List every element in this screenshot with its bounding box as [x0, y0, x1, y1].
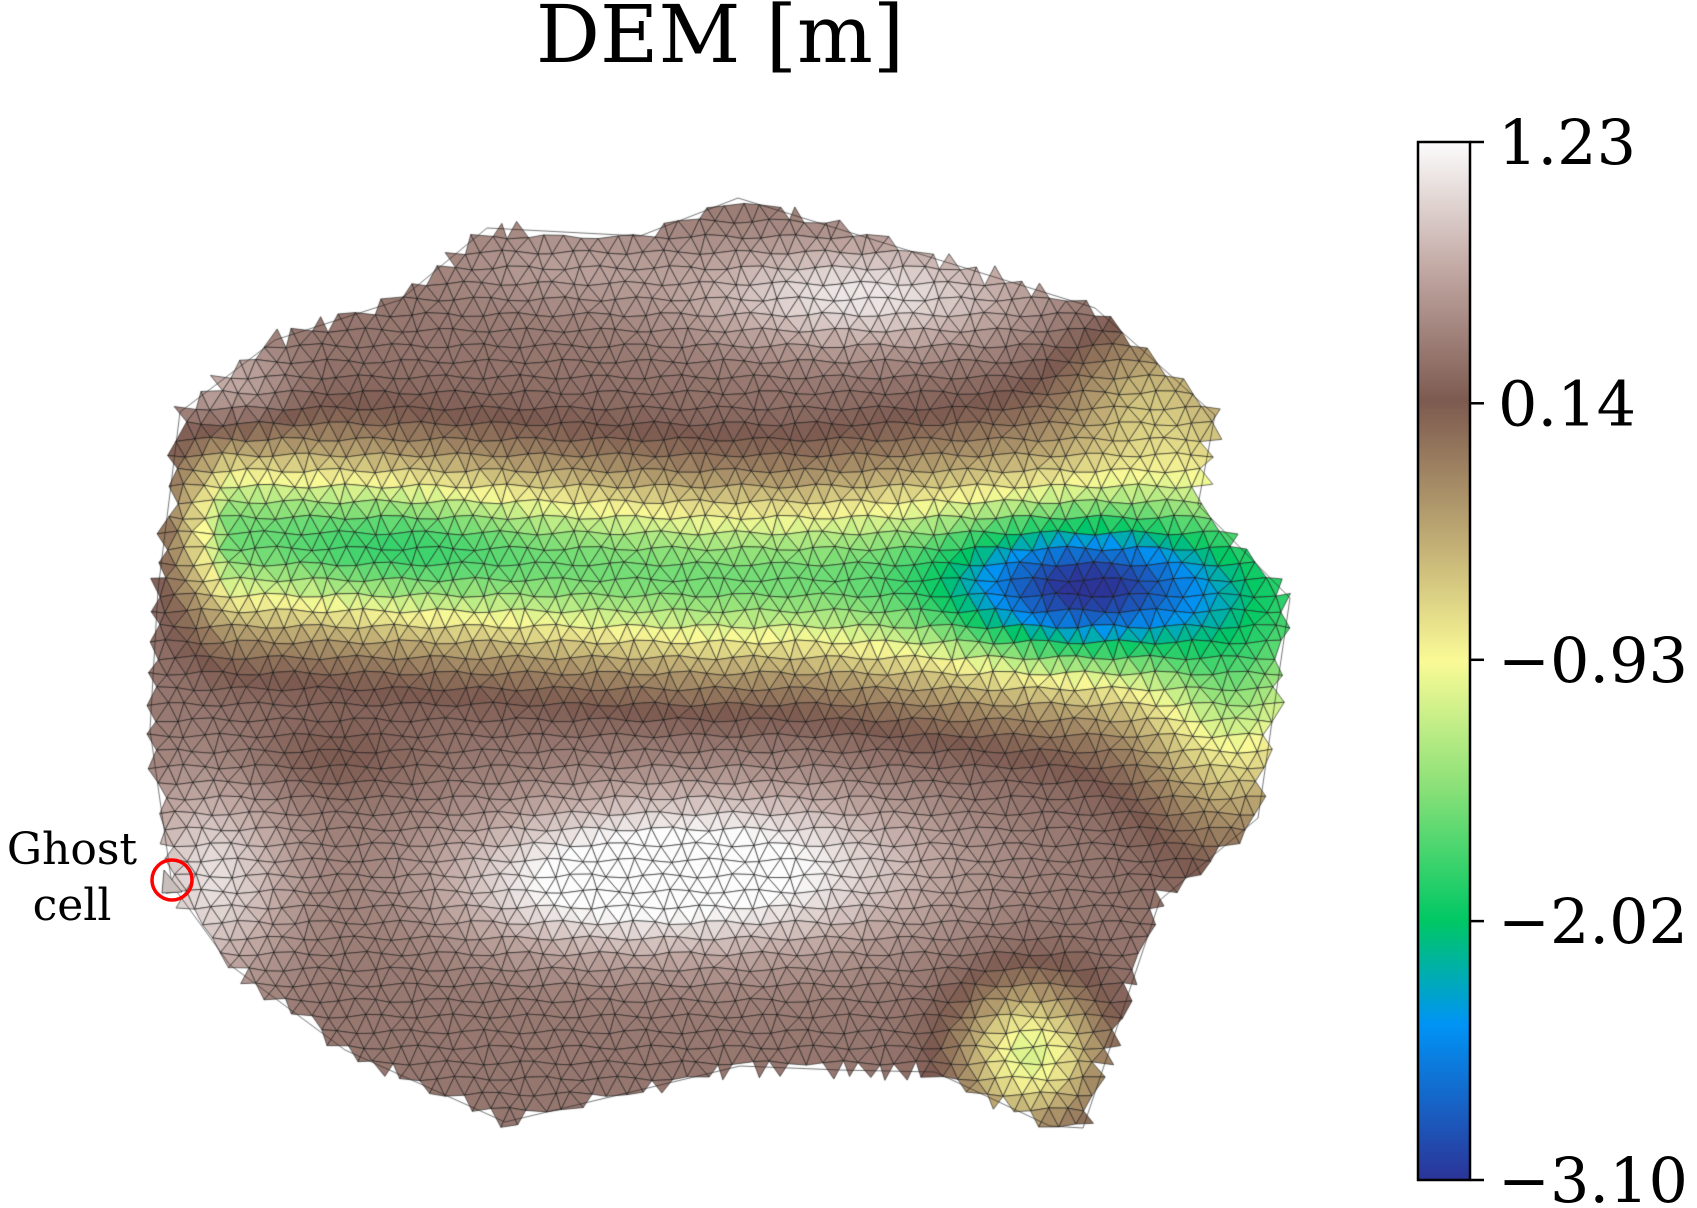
colorbar-tick-label: −2.02 — [1498, 885, 1688, 958]
chart-title: DEM [m] — [536, 0, 904, 81]
colorbar-tick-label: 1.23 — [1498, 106, 1636, 179]
ghost-cell-label-line2: cell — [33, 880, 112, 931]
ghost-cell-annotation: Ghost cell — [7, 824, 194, 931]
colorbar-tick-label: −3.10 — [1498, 1144, 1688, 1208]
ghost-cell-label-line1: Ghost — [7, 824, 138, 875]
ghost-cell-marker — [150, 858, 194, 902]
colorbar-tick-label: 0.14 — [1498, 367, 1636, 440]
colorbar-tick-label: −0.93 — [1498, 624, 1688, 697]
colorbar-ticks: 1.23 0.14 −0.93 −2.02 −3.10 — [1470, 106, 1688, 1208]
colorbar-gradient — [1416, 140, 1472, 1182]
colorbar: 1.23 0.14 −0.93 −2.02 −3.10 — [1416, 106, 1688, 1208]
